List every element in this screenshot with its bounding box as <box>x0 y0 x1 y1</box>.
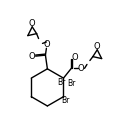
Text: O: O <box>94 42 101 51</box>
Text: Br: Br <box>57 77 66 86</box>
Text: O: O <box>71 53 78 62</box>
Text: Br: Br <box>61 96 70 105</box>
Text: Br: Br <box>67 78 76 87</box>
Text: O: O <box>29 19 35 28</box>
Text: O: O <box>78 64 84 73</box>
Text: O: O <box>43 40 50 49</box>
Text: O: O <box>29 52 35 61</box>
